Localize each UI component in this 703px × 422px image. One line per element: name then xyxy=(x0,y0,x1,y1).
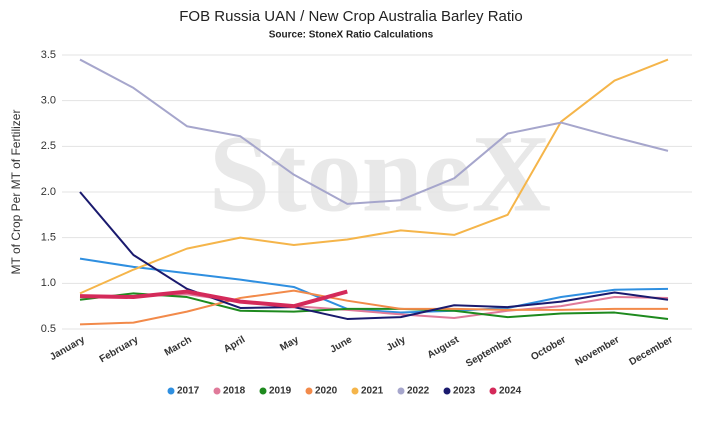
legend-label: 2017 xyxy=(177,386,200,397)
x-tick-label: April xyxy=(222,334,247,355)
series-line xyxy=(79,58,669,205)
series-line xyxy=(79,289,668,326)
series-line xyxy=(79,191,669,320)
legend-label: 2023 xyxy=(453,386,476,397)
y-tick-label: 2.5 xyxy=(41,140,56,152)
legend-label: 2020 xyxy=(315,386,338,397)
series-line xyxy=(79,289,348,309)
series-line xyxy=(79,58,669,295)
legend-marker xyxy=(351,387,359,395)
series-line xyxy=(79,292,669,320)
y-tick-label: 3.0 xyxy=(41,95,56,107)
x-tick-label: March xyxy=(163,334,194,358)
series-line xyxy=(79,257,669,314)
legend-marker xyxy=(305,387,313,395)
x-tick-label: June xyxy=(328,334,354,355)
legend-marker xyxy=(167,387,175,395)
legend-marker xyxy=(489,387,497,395)
x-tick-label: January xyxy=(48,334,87,363)
y-tick-label: 1.0 xyxy=(41,277,56,289)
x-tick-label: May xyxy=(278,334,301,353)
legend-label: 2021 xyxy=(361,386,384,397)
x-tick-label: February xyxy=(98,334,141,365)
y-tick-label: 3.5 xyxy=(41,49,56,61)
x-tick-label: October xyxy=(529,334,568,363)
legend-label: 2019 xyxy=(269,386,292,397)
x-tick-label: November xyxy=(574,334,622,368)
y-tick-label: 2.0 xyxy=(41,186,56,198)
legend-marker xyxy=(259,387,267,395)
x-tick-label: September xyxy=(464,334,514,369)
legend-marker xyxy=(213,387,221,395)
y-tick-label: 1.5 xyxy=(41,232,56,244)
chart-title: FOB Russia UAN / New Crop Australia Barl… xyxy=(179,8,522,25)
legend-label: 2024 xyxy=(499,386,522,397)
chart-subtitle: Source: StoneX Ratio Calculations xyxy=(269,30,434,41)
x-tick-label: August xyxy=(426,334,462,361)
legend-label: 2022 xyxy=(407,386,430,397)
x-tick-label: December xyxy=(627,334,674,368)
series-line xyxy=(79,293,669,320)
legend-marker xyxy=(443,387,451,395)
x-tick-label: July xyxy=(385,334,408,354)
legend-label: 2018 xyxy=(223,386,246,397)
legend-marker xyxy=(397,387,405,395)
watermark: StoneX xyxy=(209,112,551,234)
y-tick-label: 0.5 xyxy=(41,323,56,335)
y-axis-label: MT of Crop Per MT of Fertilizer xyxy=(9,110,23,275)
